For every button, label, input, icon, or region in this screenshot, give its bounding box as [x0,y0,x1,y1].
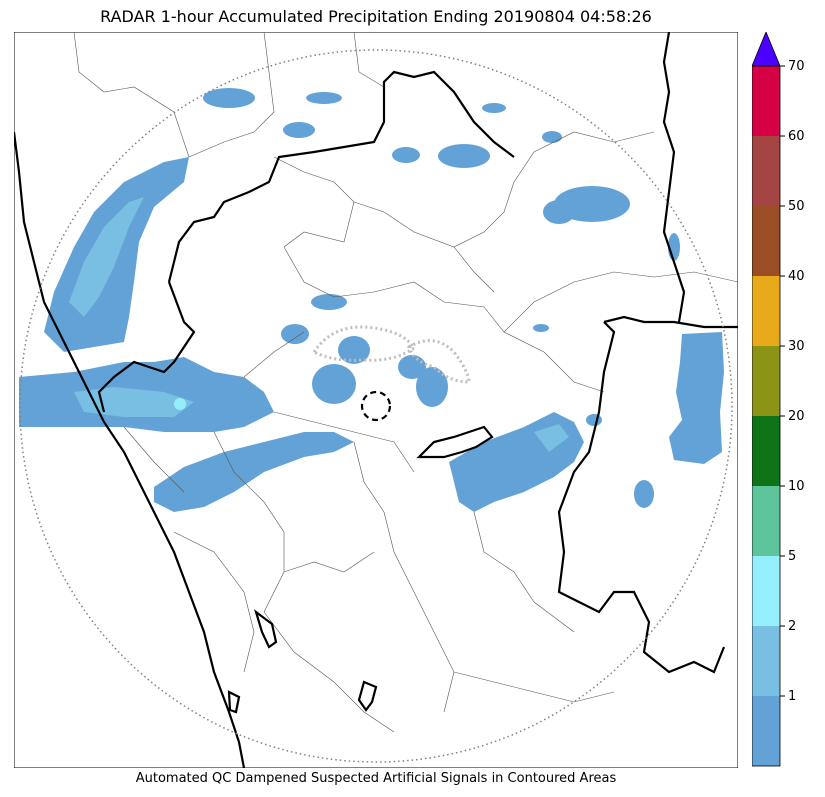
radar-site-marker[interactable] [360,390,392,422]
echo-southwest-band [154,432,354,512]
islet-2 [357,680,378,712]
state-boundary-southeast [557,321,726,674]
map-title: RADAR 1-hour Accumulated Precipitation E… [100,7,652,26]
colorbar-extend-arrow [752,32,781,67]
colorbar-bin [752,276,780,346]
echo-cell-e2 [634,480,654,508]
echo-cell-n6 [542,131,562,143]
colorbar-tick-label: 60 [788,129,805,144]
islet-3 [227,690,241,714]
colorbar-bin [752,206,780,276]
colorbar-bin [752,66,780,136]
colorbar-tick-label: 20 [788,409,805,424]
echo-cell-n4 [438,144,490,168]
colorbar-tick-label: 5 [788,549,796,564]
echo-cell-n2 [306,92,342,104]
echo-cell-c6 [416,367,448,407]
echo-cell-n1 [283,122,315,138]
echo-cell-c5 [398,355,426,379]
district-boundaries [73,32,738,733]
colorbar-tick-label: 30 [788,339,805,354]
colorbar-ticks: 1 2 5 10 20 30 40 50 60 70 [780,59,805,704]
islet-1 [253,609,278,649]
state-boundary-west [97,281,196,413]
echo-cell-ne2 [543,200,575,224]
colorbar-bin [752,136,780,206]
colorbar-tick-label: 50 [788,199,805,214]
colorbar-bin [752,696,780,766]
state-boundary-east-upper [603,315,738,329]
echo-cell-nw1 [203,88,255,108]
colorbar-tick-label: 2 [788,619,796,634]
state-boundaries [14,32,738,768]
colorbar: 1 2 5 10 20 30 40 50 60 70 [752,32,805,767]
echo-cell-c2 [281,324,309,344]
echo-cell-c4 [338,336,370,364]
echo-cell-n5 [482,103,506,113]
state-boundary-north [167,70,515,283]
echo-east-band-core [534,424,569,452]
qc-caption: Automated QC Dampened Suspected Artifici… [135,771,617,786]
echo-cell-c3 [312,364,356,404]
colorbar-tick-label: 10 [788,479,805,494]
state-boundary-east [662,32,686,323]
colorbar-bin [752,486,780,556]
echo-cell-n3 [392,147,420,163]
colorbar-bin [752,626,780,696]
precipitation-layer [19,88,724,512]
enclave-boundary [416,425,494,459]
echo-cell-c7 [533,324,549,332]
echo-cell-e1 [586,414,602,426]
colorbar-bin [752,416,780,486]
radar-range-ring [19,49,733,763]
colorbar-bins [752,66,780,766]
colorbar-bin [752,556,780,626]
colorbar-tick-label: 1 [788,689,796,704]
colorbar-tick-label: 40 [788,269,805,284]
radar-map[interactable] [14,32,738,768]
colorbar-bin [752,346,780,416]
echo-cell-c1 [311,294,347,310]
echo-heavy-cell [174,398,186,410]
colorbar-tick-label: 70 [788,59,805,74]
echo-west-coast-core [69,197,144,317]
echo-far-east [669,332,724,464]
coastline [14,131,246,768]
